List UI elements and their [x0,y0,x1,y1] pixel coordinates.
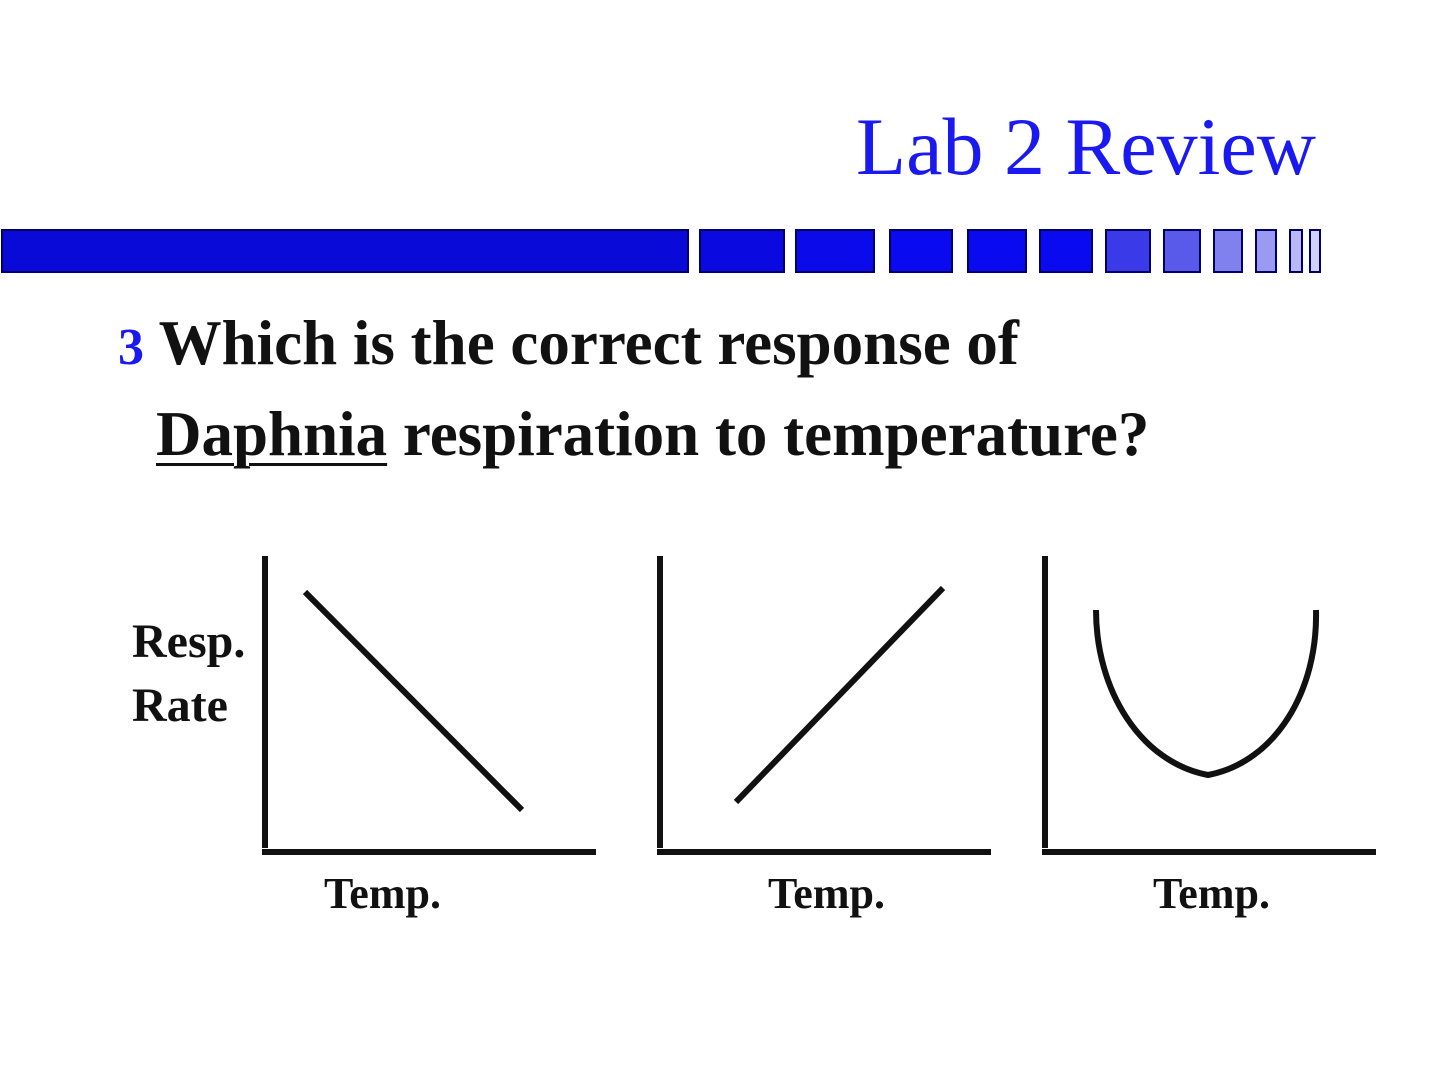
graph-3-x-label: Temp. [1153,869,1270,918]
question-line-1: Which is the correct response of [158,308,1019,378]
question-number: 3 [118,319,144,376]
graph-2-curve [733,585,946,805]
graph-2-increasing [657,556,991,855]
y-axis-label: Resp. Rate [132,610,245,738]
graph-2-x-label: Temp. [768,869,885,918]
title-decoration-bar [1,229,1321,273]
graph-1-curve [302,589,525,813]
graph-3-curve [1093,609,1320,779]
slide-title: Lab 2 Review [856,101,1316,192]
question-line-2: Daphnia respiration to temperature? [118,391,1149,477]
organism-name: Daphnia [156,399,388,469]
y-axis-label-line-1: Resp. [132,615,246,668]
y-axis-label-line-2: Rate [132,679,228,732]
graphs-diagram [262,556,1376,855]
graph-1-x-label: Temp. [324,869,441,918]
graph-1-decreasing [262,556,596,855]
graph-3-u-shaped [1042,556,1376,855]
question-line-2-rest: respiration to temperature? [387,399,1150,469]
question-text: 3 Which is the correct response of Daphn… [118,300,1149,477]
